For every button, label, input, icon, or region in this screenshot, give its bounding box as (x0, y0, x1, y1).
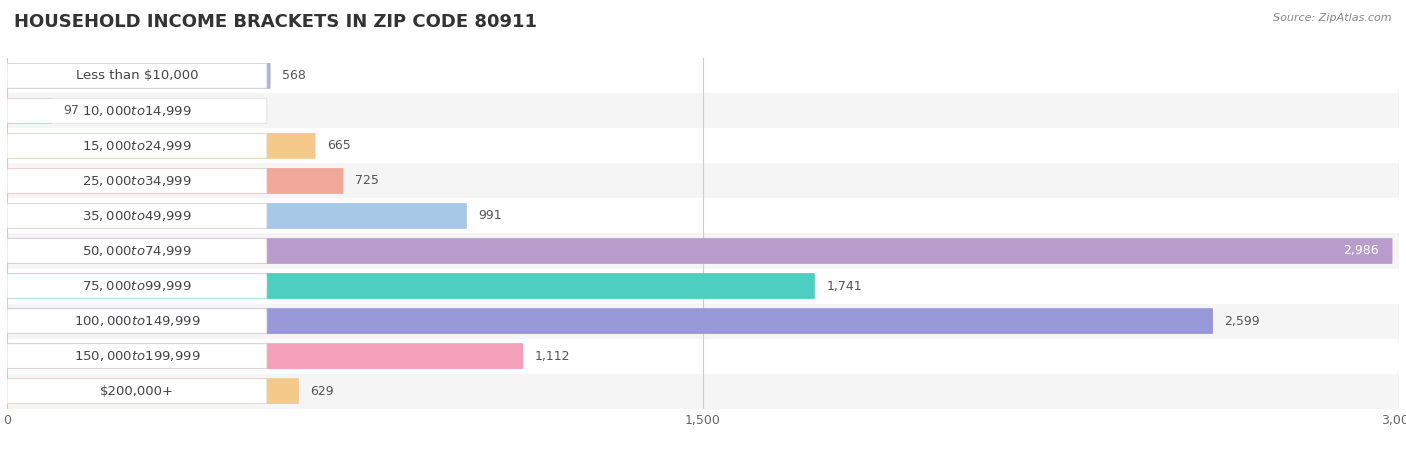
FancyBboxPatch shape (7, 274, 267, 298)
FancyBboxPatch shape (7, 168, 343, 194)
Text: 665: 665 (328, 140, 352, 152)
Text: $75,000 to $99,999: $75,000 to $99,999 (82, 279, 191, 293)
FancyBboxPatch shape (7, 198, 1399, 233)
FancyBboxPatch shape (7, 99, 267, 123)
Text: 629: 629 (311, 385, 335, 397)
Text: 1,741: 1,741 (827, 280, 862, 292)
FancyBboxPatch shape (7, 374, 1399, 409)
Text: 1,112: 1,112 (534, 350, 569, 362)
Text: Less than $10,000: Less than $10,000 (76, 70, 198, 82)
Text: $35,000 to $49,999: $35,000 to $49,999 (82, 209, 191, 223)
FancyBboxPatch shape (7, 269, 1399, 304)
FancyBboxPatch shape (7, 203, 467, 229)
FancyBboxPatch shape (7, 343, 523, 369)
Text: 568: 568 (283, 70, 307, 82)
Text: 991: 991 (478, 210, 502, 222)
Text: $50,000 to $74,999: $50,000 to $74,999 (82, 244, 191, 258)
FancyBboxPatch shape (7, 64, 267, 88)
Text: 97: 97 (63, 105, 80, 117)
FancyBboxPatch shape (7, 133, 315, 159)
Text: 2,599: 2,599 (1225, 315, 1260, 327)
FancyBboxPatch shape (7, 134, 267, 158)
FancyBboxPatch shape (7, 63, 270, 89)
FancyBboxPatch shape (7, 58, 1399, 93)
FancyBboxPatch shape (7, 239, 267, 263)
Text: $10,000 to $14,999: $10,000 to $14,999 (82, 104, 191, 118)
FancyBboxPatch shape (7, 98, 52, 124)
Text: $200,000+: $200,000+ (100, 385, 174, 397)
FancyBboxPatch shape (7, 379, 267, 403)
FancyBboxPatch shape (7, 204, 267, 228)
Text: HOUSEHOLD INCOME BRACKETS IN ZIP CODE 80911: HOUSEHOLD INCOME BRACKETS IN ZIP CODE 80… (14, 13, 537, 31)
FancyBboxPatch shape (7, 308, 1213, 334)
FancyBboxPatch shape (7, 238, 1392, 264)
FancyBboxPatch shape (7, 233, 1399, 269)
FancyBboxPatch shape (7, 304, 1399, 339)
FancyBboxPatch shape (7, 273, 815, 299)
FancyBboxPatch shape (7, 344, 267, 368)
FancyBboxPatch shape (7, 128, 1399, 163)
FancyBboxPatch shape (7, 339, 1399, 374)
Text: Source: ZipAtlas.com: Source: ZipAtlas.com (1274, 13, 1392, 23)
Text: 2,986: 2,986 (1343, 245, 1378, 257)
Text: $100,000 to $149,999: $100,000 to $149,999 (73, 314, 200, 328)
Text: $150,000 to $199,999: $150,000 to $199,999 (73, 349, 200, 363)
FancyBboxPatch shape (7, 93, 1399, 128)
FancyBboxPatch shape (7, 163, 1399, 198)
FancyBboxPatch shape (7, 309, 267, 333)
FancyBboxPatch shape (7, 378, 299, 404)
Text: 725: 725 (354, 175, 378, 187)
FancyBboxPatch shape (7, 169, 267, 193)
Text: $25,000 to $34,999: $25,000 to $34,999 (82, 174, 191, 188)
Text: $15,000 to $24,999: $15,000 to $24,999 (82, 139, 191, 153)
